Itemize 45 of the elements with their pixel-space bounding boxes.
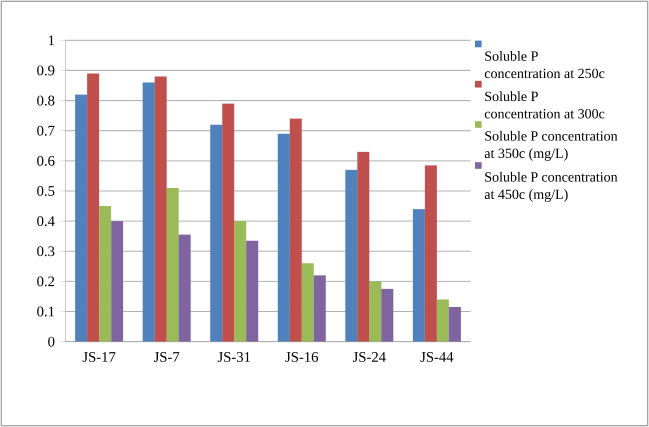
x-tick-label: JS-7 (154, 352, 180, 362)
bar (448, 307, 461, 342)
y-tick-label: 1 (48, 35, 54, 46)
bar (278, 134, 290, 342)
bar (246, 240, 258, 342)
y-tick-label: 0.8 (37, 96, 54, 106)
bar (75, 94, 88, 342)
legend-label: Soluble P concentration at 450c (mg/L) (484, 172, 618, 202)
legend-label: Soluble P concentration at 300c (484, 91, 604, 118)
y-tick-label: 0.9 (37, 65, 54, 76)
bar (99, 206, 112, 342)
bar (436, 299, 449, 342)
y-tick-label: 0.2 (37, 276, 54, 286)
bar (87, 73, 100, 342)
bar (412, 209, 425, 342)
y-tick-label: 0.3 (37, 246, 54, 256)
bar (314, 275, 326, 342)
bar (222, 104, 234, 342)
bar (154, 76, 167, 342)
bar (210, 124, 222, 342)
y-tick-label: 0.1 (37, 306, 54, 316)
bar (142, 82, 155, 342)
bar (234, 221, 246, 342)
y-tick-label: 0.5 (37, 186, 54, 196)
bar (369, 281, 382, 342)
bar (290, 118, 302, 342)
x-tick-label: JS-24 (352, 352, 386, 362)
y-tick-label: 0.6 (37, 156, 55, 166)
bar (424, 165, 437, 342)
y-tick-label: 0.4 (37, 216, 55, 226)
bar (381, 288, 394, 342)
legend-label: Soluble P concentration at 250c (484, 50, 604, 78)
x-tick-label: JS-31 (218, 352, 250, 362)
bar (178, 234, 191, 342)
y-tick-label: 0 (48, 336, 54, 347)
bar (302, 263, 314, 342)
bar (111, 221, 124, 342)
legend-label: Soluble P concentration at 350c (mg/L) (484, 130, 618, 161)
bar (357, 152, 370, 342)
x-tick-label: JS-17 (82, 352, 116, 362)
bar (166, 188, 179, 342)
y-tick-label: 0.7 (37, 126, 55, 136)
x-tick-label: JS-44 (420, 352, 454, 362)
x-tick-label: JS-16 (285, 352, 318, 362)
bar (345, 170, 358, 342)
